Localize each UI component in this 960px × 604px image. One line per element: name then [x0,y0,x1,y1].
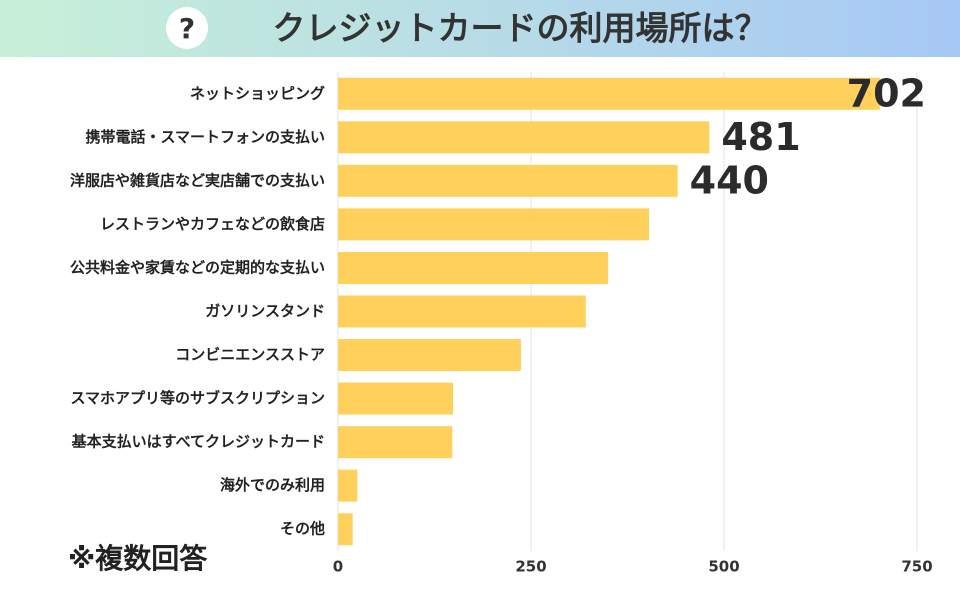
y-tick-label: ガソリンスタンド [205,302,325,320]
y-tick-label: その他 [280,520,325,538]
bar [338,513,353,546]
y-tick-label: スマホアプリ等のサブスクリプション [70,389,325,407]
bar [338,469,358,502]
bar [338,164,678,197]
y-tick-label: コンビニエンスストア [175,346,325,364]
question-mark: ? [179,12,195,45]
bar [338,77,880,110]
y-tick-label: レストランやカフェなどの飲食店 [100,215,325,233]
bar [338,208,650,241]
x-tick-label: 500 [708,558,739,576]
bar [338,121,710,154]
question-icon [166,7,208,49]
x-tick-label: 750 [901,558,932,576]
bar [338,382,454,415]
bar [338,251,609,284]
y-tick-label: 携帯電話・スマートフォンの支払い [85,128,325,146]
y-tick-label: 基本支払いはすべてクレジットカード [71,433,325,451]
data-label: 440 [690,158,769,202]
y-tick-label: 洋服店や雑貨店など実店舗での支払い [70,171,325,189]
y-tick-label: 公共料金や家賃などの定期的な支払い [70,258,325,276]
y-tick-label: ネットショッピング [190,84,325,102]
bar [338,339,521,372]
x-tick-label: 0 [333,558,343,576]
data-label: 481 [721,115,800,159]
y-tick-label: 海外でのみ利用 [220,476,325,494]
note: ※複数回答 [68,542,208,575]
header [0,0,960,57]
x-tick-label: 250 [515,558,546,576]
data-label: 702 [847,71,926,115]
bar [338,295,586,328]
chart-title: クレジットカードの利用場所は？ [273,9,768,48]
bar [338,426,453,459]
